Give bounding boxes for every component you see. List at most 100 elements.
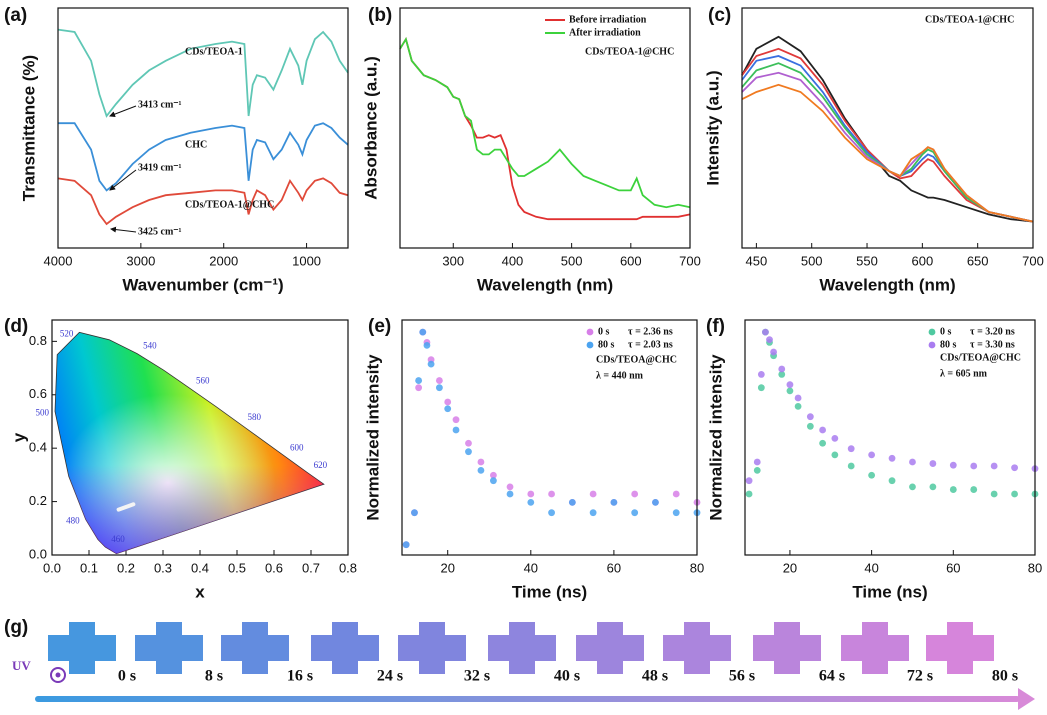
x-tick-label: 2000 (209, 253, 238, 268)
data-point (506, 483, 514, 491)
annotation: CHC (185, 139, 207, 150)
wavelength-label: 560 (196, 375, 210, 385)
sample-cross (663, 622, 731, 674)
sample-cross (926, 622, 994, 674)
x-tick-label: 40 (524, 560, 538, 575)
arrow (109, 169, 137, 191)
data-point (672, 490, 680, 498)
data-point (490, 477, 497, 485)
time-label: 64 s (819, 668, 845, 685)
legend-label: 80 s (598, 339, 615, 350)
data-point (1011, 490, 1018, 498)
data-point (778, 371, 786, 378)
time-label: 40 s (554, 668, 580, 685)
data-point (990, 462, 998, 470)
series-line (399, 36, 691, 221)
data-point (778, 365, 786, 373)
data-point (548, 509, 555, 517)
annotation: λ = 605 nm (940, 368, 988, 379)
data-point (770, 348, 777, 356)
wavelength-label: 500 (35, 407, 49, 417)
sample-cross (488, 622, 556, 674)
data-point (909, 483, 916, 491)
series-line (57, 177, 349, 226)
data-point (745, 490, 753, 498)
x-tick-label: 4000 (44, 253, 73, 268)
x-tick-label: 0.8 (339, 560, 357, 575)
legend-swatch (928, 328, 936, 336)
data-point (423, 341, 431, 349)
y-axis-title: Transmittance (%) (19, 55, 38, 201)
wavelength-label: 480 (66, 516, 80, 526)
data-point (888, 477, 896, 485)
data-point (819, 439, 827, 447)
x-tick-label: 40 (864, 560, 878, 575)
data-point (794, 403, 802, 410)
wavelength-label: 520 (60, 328, 74, 338)
x-tick-label: 3000 (126, 253, 155, 268)
time-label: 8 s (205, 668, 223, 685)
annotation: CDs/TEOA@CHC (940, 352, 1021, 363)
x-axis-title: Wavelength (nm) (477, 275, 613, 294)
data-point (888, 454, 896, 462)
y-tick-label: 0.0 (29, 546, 47, 561)
data-point (631, 490, 639, 498)
annotation: CDs/TEOA-1@CHC (925, 14, 1014, 25)
data-point (786, 387, 794, 395)
data-point (415, 377, 423, 384)
sample-cross (753, 622, 821, 674)
x-tick-label: 0.6 (265, 560, 283, 575)
x-tick-label: 0.2 (117, 560, 135, 575)
wavelength-label: 620 (314, 460, 328, 470)
data-point (419, 328, 427, 336)
panel-label: (d) (4, 316, 28, 337)
legend-label: 0 s (940, 326, 952, 337)
data-point (589, 509, 597, 517)
panel-label: (g) (4, 617, 28, 638)
y-axis-title: Intensity (a.u.) (703, 70, 722, 185)
legend-tau: τ = 2.36 ns (628, 326, 673, 337)
wavelength-label: 580 (247, 412, 261, 422)
data-point (672, 509, 680, 517)
data-point (786, 381, 794, 389)
plot-frame (741, 7, 1034, 249)
x-tick-label: 700 (1022, 253, 1044, 268)
y-tick-label: 0.2 (29, 493, 47, 508)
annotation: 3425 cm⁻¹ (138, 226, 182, 237)
series-line (741, 55, 1034, 223)
data-point (548, 490, 555, 498)
data-point (506, 490, 514, 498)
series-line (741, 83, 1034, 223)
panel-label: (a) (4, 5, 27, 26)
data-point (465, 439, 472, 447)
data-point (465, 448, 472, 456)
plot-frame (399, 7, 691, 249)
y-tick-label: 0.8 (29, 333, 47, 348)
y-axis-title: Normalized intensity (706, 354, 725, 521)
legend-tau: τ = 3.20 ns (970, 326, 1015, 337)
data-point (589, 490, 597, 498)
series-line (58, 122, 349, 192)
data-point (806, 413, 814, 421)
x-axis-title: x (195, 582, 205, 601)
sample-cross (398, 622, 466, 674)
data-point (806, 422, 814, 430)
wavelength-label: 600 (290, 443, 304, 453)
x-tick-label: 0.4 (191, 560, 209, 575)
plot-frame (401, 319, 698, 556)
panel-label: (c) (708, 5, 731, 26)
data-point (452, 416, 460, 424)
data-point (415, 384, 423, 392)
data-point (610, 499, 618, 506)
x-tick-label: 80 (690, 560, 704, 575)
data-point (794, 394, 802, 402)
plot-frame (57, 7, 349, 249)
plot-frame (744, 319, 1036, 556)
x-tick-label: 20 (440, 560, 454, 575)
x-tick-label: 0.3 (154, 560, 172, 575)
annotation: CDs/TEOA-1@CHC (585, 46, 674, 57)
x-tick-label: 550 (856, 253, 878, 268)
data-point (970, 486, 978, 493)
data-point (527, 490, 535, 498)
x-axis-title: Wavelength (nm) (819, 275, 955, 294)
